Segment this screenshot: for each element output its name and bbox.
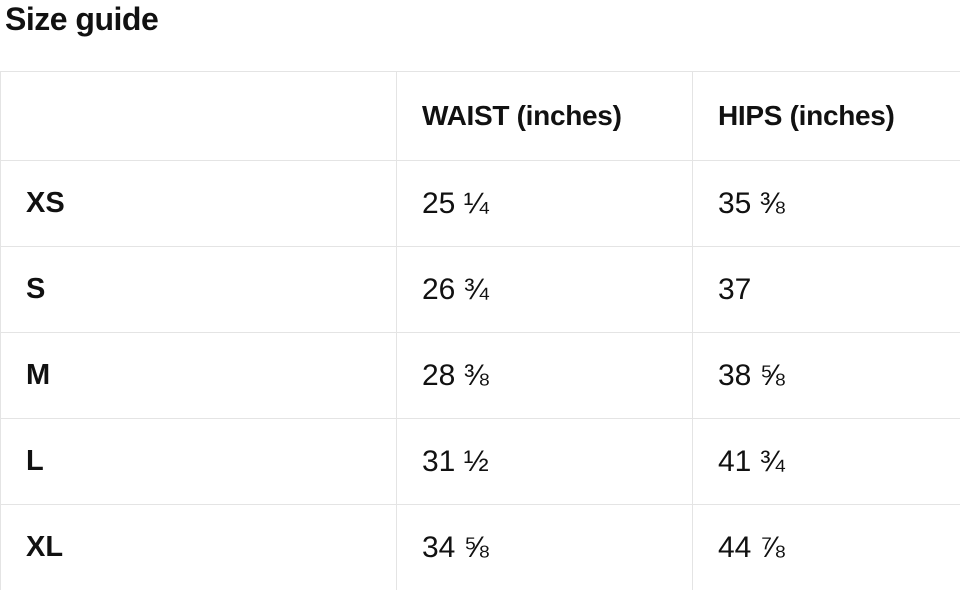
size-column-header <box>0 71 397 161</box>
size-label: XL <box>0 504 397 590</box>
table-row-m: M 28 ⅜ 38 ⅝ <box>0 332 960 419</box>
hips-value: 35 ⅜ <box>692 160 960 247</box>
size-label: XS <box>0 160 397 247</box>
page-title: Size guide <box>5 1 159 37</box>
hips-value: 41 ¾ <box>692 418 960 505</box>
waist-value: 26 ¾ <box>396 246 693 333</box>
header-row: WAIST (inches) HIPS (inches) <box>0 71 960 161</box>
size-guide-table: WAIST (inches) HIPS (inches) XS 25 ¼ 35 … <box>0 71 960 590</box>
waist-value: 25 ¼ <box>396 160 693 247</box>
hips-column-header: HIPS (inches) <box>692 71 960 161</box>
hips-value: 37 <box>692 246 960 333</box>
table-row-xs: XS 25 ¼ 35 ⅜ <box>0 160 960 247</box>
table-row-l: L 31 ½ 41 ¾ <box>0 418 960 505</box>
hips-value: 44 ⅞ <box>692 504 960 590</box>
size-label: S <box>0 246 397 333</box>
waist-value: 28 ⅜ <box>396 332 693 419</box>
waist-value: 31 ½ <box>396 418 693 505</box>
waist-column-header: WAIST (inches) <box>396 71 693 161</box>
waist-value: 34 ⅝ <box>396 504 693 590</box>
hips-value: 38 ⅝ <box>692 332 960 419</box>
size-label: L <box>0 418 397 505</box>
table-row-xl: XL 34 ⅝ 44 ⅞ <box>0 504 960 590</box>
table-row-s: S 26 ¾ 37 <box>0 246 960 333</box>
size-label: M <box>0 332 397 419</box>
